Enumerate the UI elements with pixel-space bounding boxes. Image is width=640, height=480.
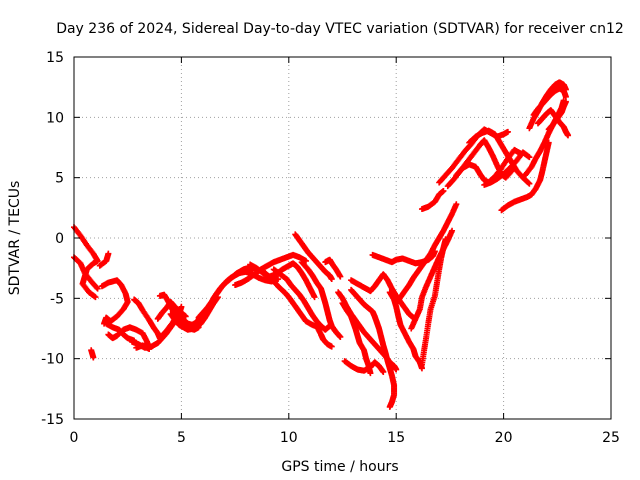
data-point xyxy=(90,354,97,361)
data-point xyxy=(440,187,447,194)
data-point xyxy=(380,368,387,375)
series-track-ak xyxy=(466,127,533,187)
y-tick-label: -10 xyxy=(41,352,64,368)
x-tick-label: 5 xyxy=(177,430,186,446)
series-track-v xyxy=(313,323,335,350)
data-points xyxy=(71,79,572,410)
series-track-y xyxy=(348,286,398,410)
data-point xyxy=(105,250,112,257)
series-track-p xyxy=(247,260,318,301)
x-axis-title: GPS time / hours xyxy=(281,459,398,475)
series-track-af xyxy=(418,236,449,368)
series-track-o xyxy=(232,251,309,289)
data-point xyxy=(526,180,533,187)
series-track-ar xyxy=(545,98,569,133)
series-track-e xyxy=(98,277,131,327)
x-tick-label: 25 xyxy=(602,430,620,446)
data-point xyxy=(92,294,99,301)
data-point xyxy=(449,227,456,234)
data-point xyxy=(525,179,532,186)
x-tick-label: 10 xyxy=(280,430,298,446)
data-point xyxy=(386,403,393,410)
data-point xyxy=(302,257,309,264)
y-tick-label: 0 xyxy=(55,231,64,247)
y-tick-label: 10 xyxy=(46,110,64,126)
series-track-aa xyxy=(348,271,417,321)
data-point xyxy=(562,98,569,105)
y-tick-label: 15 xyxy=(46,50,64,66)
series-track-am xyxy=(498,139,552,214)
y-tick-label: 5 xyxy=(55,171,64,187)
data-point xyxy=(311,294,318,301)
y-tick-label: -15 xyxy=(41,412,64,428)
series-track-a xyxy=(71,224,101,301)
data-point xyxy=(178,303,185,310)
data-point xyxy=(275,276,282,283)
y-axis-title: SDTVAR / TECUs xyxy=(7,181,23,296)
series-track-c xyxy=(88,347,97,361)
data-point xyxy=(337,273,344,280)
series-track-l xyxy=(167,294,221,333)
chart-title: Day 236 of 2024, Sidereal Day-to-day VTE… xyxy=(56,21,624,37)
series-track-z xyxy=(341,358,387,375)
x-tick-label: 0 xyxy=(70,430,79,446)
data-point xyxy=(504,128,511,135)
series-track-s xyxy=(292,231,335,283)
x-tick-label: 15 xyxy=(387,430,405,446)
data-point xyxy=(442,236,449,243)
series-track-t xyxy=(298,259,344,340)
series-track-q xyxy=(262,269,322,331)
data-point xyxy=(565,132,572,139)
data-point xyxy=(367,370,374,377)
series-track-ap xyxy=(530,85,569,118)
series-track-ag xyxy=(418,187,447,213)
series-track-u xyxy=(322,256,344,280)
data-point xyxy=(94,285,101,292)
data-point xyxy=(526,154,533,161)
y-tick-label: -5 xyxy=(50,291,64,307)
data-point xyxy=(337,333,344,340)
grid-lines xyxy=(74,57,611,419)
data-point xyxy=(93,284,100,291)
series-track-ad xyxy=(393,201,460,307)
data-point xyxy=(393,366,400,373)
data-point xyxy=(328,276,335,283)
series-track-d xyxy=(96,250,112,269)
series-track-al xyxy=(481,149,533,188)
data-point xyxy=(328,343,335,350)
x-tick-label: 20 xyxy=(495,430,513,446)
data-point xyxy=(453,201,460,208)
axis-ticks: 0 5 10 15 20 25 -15 -10 -5 0 5 10 15 xyxy=(41,50,620,446)
